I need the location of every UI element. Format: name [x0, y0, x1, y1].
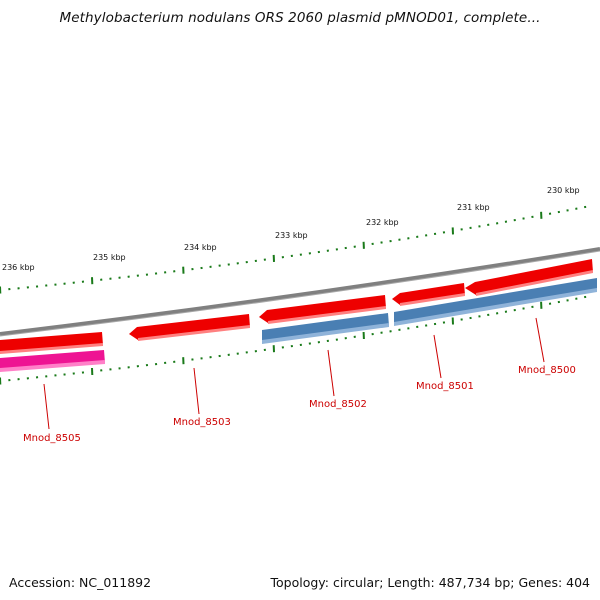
scale-label-230: 230 kbp	[547, 186, 580, 195]
gene-arrow-mnod-8500-fwd[interactable]	[465, 259, 593, 296]
scale-label-235: 235 kbp	[93, 253, 126, 262]
gene-arrow-mnod-8502-rev[interactable]	[262, 313, 389, 344]
gene-label-mnod-8500[interactable]: Mnod_8500	[518, 365, 576, 376]
gene-arrow-mnod-8502-fwd[interactable]	[259, 295, 386, 324]
gene-arrow-mnod-8503-fwd[interactable]	[129, 314, 250, 341]
summary-text: Topology: circular; Length: 487,734 bp; …	[270, 575, 591, 590]
gene-label-mnod-8503[interactable]: Mnod_8503	[173, 417, 231, 428]
label-leader-lines	[43, 317, 545, 430]
gene-label-mnod-8501[interactable]: Mnod_8501	[416, 381, 474, 392]
gene-arrow-mnod-8505-fwd[interactable]	[0, 332, 103, 354]
scale-label-231: 231 kbp	[457, 203, 490, 212]
map-title: Methylobacterium nodulans ORS 2060 plasm…	[59, 10, 541, 26]
gene-arrow-mnod-8501-fwd[interactable]	[392, 283, 465, 306]
scale-label-233: 233 kbp	[275, 231, 308, 240]
accession-text: Accession: NC_011892	[9, 575, 152, 590]
gene-arrow-mnod-8505-rev[interactable]	[0, 350, 105, 372]
plasmid-backbone	[0, 247, 600, 336]
outer-scale-ticks	[0, 205, 587, 294]
gene-arrow-mnod-8500-rev[interactable]	[394, 278, 597, 326]
inner-scale-ticks	[0, 295, 587, 385]
gene-label-mnod-8502[interactable]: Mnod_8502	[309, 399, 367, 410]
gene-label-mnod-8505[interactable]: Mnod_8505	[23, 433, 81, 444]
scale-label-236: 236 kbp	[2, 263, 35, 272]
scale-label-232: 232 kbp	[366, 218, 399, 227]
scale-label-234: 234 kbp	[184, 243, 217, 252]
